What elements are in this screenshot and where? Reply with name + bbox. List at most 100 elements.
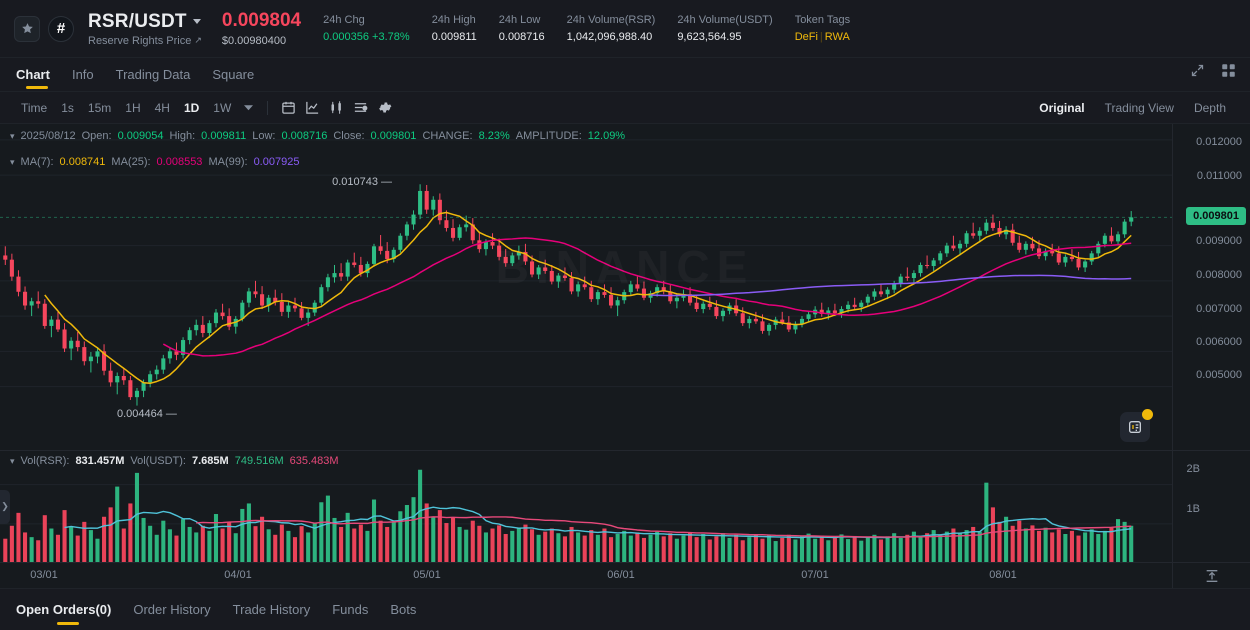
pair-subtitle-text: Reserve Rights Price bbox=[88, 34, 192, 47]
chevron-down-icon[interactable] bbox=[244, 103, 254, 112]
tab-chart[interactable]: Chart bbox=[14, 67, 61, 91]
stat-24h-volume-base: 24h Volume(RSR) 1,042,096,988.40 bbox=[567, 14, 656, 43]
pair-subtitle[interactable]: Reserve Rights Price ↗ bbox=[88, 35, 202, 47]
main-tab-bar: Chart Info Trading Data Square bbox=[0, 58, 1250, 92]
collapse-volume-icon[interactable]: ▾ bbox=[10, 455, 15, 466]
ohlc-date: 2025/08/12 bbox=[20, 130, 76, 142]
coin-hash-icon: # bbox=[48, 15, 74, 42]
timeframe-1h[interactable]: 1H bbox=[125, 100, 141, 115]
price-tick: 0.011000 bbox=[1196, 170, 1242, 182]
volume-chart-canvas[interactable] bbox=[0, 451, 1250, 563]
time-axis[interactable]: 03/01 04/01 05/01 06/01 07/01 08/01 bbox=[0, 562, 1250, 588]
price-tick: 0.008000 bbox=[1196, 269, 1242, 281]
tab-info[interactable]: Info bbox=[71, 67, 94, 82]
pair-symbol[interactable]: RSR/USDT bbox=[88, 10, 187, 32]
close-label: Close: bbox=[333, 130, 365, 142]
pair-block: RSR/USDT Reserve Rights Price ↗ bbox=[88, 11, 202, 47]
expand-icon[interactable] bbox=[1190, 63, 1205, 83]
pair-dropdown-caret-icon[interactable] bbox=[192, 19, 201, 24]
token-tag-defi[interactable]: DeFi bbox=[794, 31, 818, 43]
stat-24h-high: 24h High 0.009811 bbox=[432, 14, 477, 43]
collapse-ohlc-icon[interactable]: ▾ bbox=[10, 130, 15, 141]
timeframe-1d[interactable]: 1D bbox=[183, 100, 200, 115]
timeframe-15m[interactable]: 15m bbox=[87, 100, 112, 115]
calendar-icon[interactable] bbox=[276, 97, 300, 119]
ma25-value: 0.008553 bbox=[156, 156, 203, 168]
amplitude-value: 12.09% bbox=[587, 130, 626, 142]
ma7-label: MA(7): bbox=[20, 156, 54, 168]
timeframe-1w[interactable]: 1W bbox=[213, 100, 232, 115]
stat-label: 24h High bbox=[431, 14, 476, 26]
stat-label: 24h Volume(USDT) bbox=[677, 14, 773, 26]
period-high-marker: 0.010743 — bbox=[332, 176, 393, 189]
main-tabs-actions bbox=[1190, 63, 1236, 91]
stat-24h-chg: 24h Chg 0.000356 +3.78% bbox=[323, 14, 410, 43]
change-label: CHANGE: bbox=[422, 130, 473, 142]
vol-rsr-label: Vol(RSR): bbox=[20, 455, 70, 467]
tab-trade-history[interactable]: Trade History bbox=[232, 602, 311, 617]
time-tick: 07/01 bbox=[801, 569, 829, 581]
tab-bots[interactable]: Bots bbox=[390, 602, 417, 617]
price-tick: 0.006000 bbox=[1196, 336, 1242, 348]
volume-axis: 2B 1B bbox=[1172, 451, 1250, 562]
stat-label: 24h Low bbox=[498, 14, 541, 26]
tab-funds[interactable]: Funds bbox=[332, 602, 369, 617]
settings-list-icon[interactable] bbox=[348, 97, 372, 119]
view-mode-depth[interactable]: Depth bbox=[1193, 100, 1226, 115]
time-label[interactable]: Time bbox=[21, 100, 48, 115]
tab-trading-data[interactable]: Trading Data bbox=[115, 67, 191, 82]
grid-layout-icon[interactable] bbox=[1221, 63, 1236, 83]
ma7-value: 0.008741 bbox=[59, 156, 106, 168]
vol-rsr-value: 831.457M bbox=[75, 455, 125, 467]
candle-type-icon[interactable] bbox=[324, 97, 348, 119]
current-price-badge: 0.009801 bbox=[1186, 207, 1246, 225]
period-high-value: 0.010743 bbox=[332, 176, 378, 189]
vol-usdt-label: Vol(USDT): bbox=[130, 455, 186, 467]
chart-toolbar: Time 1s 15m 1H 4H 1D 1W Original Trading… bbox=[0, 92, 1250, 124]
price-tick: 0.007000 bbox=[1196, 303, 1242, 315]
ma25-label: MA(25): bbox=[111, 156, 151, 168]
period-low-marker: 0.004464 — bbox=[116, 407, 177, 420]
token-tag-rwa[interactable]: RWA bbox=[824, 31, 850, 43]
reset-chart-icon[interactable] bbox=[1172, 563, 1250, 588]
high-value: 0.009811 bbox=[201, 130, 247, 142]
ma99-label: MA(99): bbox=[208, 156, 248, 168]
last-price-block: 0.009804 $0.00980400 bbox=[222, 10, 301, 47]
view-mode-trading-view[interactable]: Trading View bbox=[1104, 100, 1174, 115]
toolbar-divider bbox=[267, 100, 269, 115]
price-chart-canvas[interactable] bbox=[0, 124, 1250, 413]
collapse-ma-icon[interactable]: ▾ bbox=[10, 156, 15, 167]
stat-24h-volume-quote: 24h Volume(USDT) 9,623,564.95 bbox=[677, 14, 772, 43]
ma99-value: 0.007925 bbox=[253, 156, 300, 168]
close-value: 0.009801 bbox=[370, 130, 417, 142]
indicator-chart-icon[interactable] bbox=[300, 97, 324, 119]
ma-legend: ▾ MA(7): 0.008741 MA(25): 0.008553 MA(99… bbox=[10, 156, 299, 168]
announcement-icon[interactable] bbox=[1120, 409, 1153, 442]
external-link-icon: ↗ bbox=[194, 35, 202, 45]
stat-value: 0.008716 bbox=[498, 31, 545, 43]
time-tick: 05/01 bbox=[413, 569, 441, 581]
vol-usdt-value: 7.685M bbox=[192, 455, 229, 467]
amplitude-label: AMPLITUDE: bbox=[515, 130, 582, 142]
price-axis[interactable]: 0.012000 0.011000 0.009801 0.009000 0.00… bbox=[1172, 124, 1250, 450]
timeframe-4h[interactable]: 4H bbox=[154, 100, 170, 115]
volume-legend: ▾ Vol(RSR): 831.457M Vol(USDT): 7.685M 7… bbox=[10, 455, 339, 467]
vol-ma1-value: 749.516M bbox=[234, 455, 284, 467]
volume-chart-panel[interactable]: ▾ Vol(RSR): 831.457M Vol(USDT): 7.685M 7… bbox=[0, 450, 1250, 563]
tab-square[interactable]: Square bbox=[212, 67, 255, 82]
view-mode-group: Original Trading View Depth bbox=[1029, 98, 1236, 118]
stat-label: 24h Volume(RSR) bbox=[566, 14, 656, 26]
timeframe-1s[interactable]: 1s bbox=[61, 100, 74, 115]
gear-icon[interactable] bbox=[372, 97, 396, 119]
tab-open-orders[interactable]: Open Orders(0) bbox=[14, 589, 122, 630]
volume-tick: 1B bbox=[1186, 503, 1200, 515]
stat-value: 0.000356 +3.78% bbox=[323, 31, 410, 43]
panel-collapse-handle[interactable]: ❯ bbox=[0, 489, 10, 524]
price-chart-panel[interactable]: BINANCE ▾ 2025/08/12 Open: 0.009054 High… bbox=[0, 124, 1250, 450]
view-mode-original[interactable]: Original bbox=[1039, 100, 1085, 115]
orders-tab-bar: Open Orders(0) Order History Trade Histo… bbox=[0, 588, 1250, 630]
tab-order-history[interactable]: Order History bbox=[133, 602, 211, 617]
volume-tick: 2B bbox=[1186, 463, 1200, 475]
favorite-star-icon[interactable] bbox=[14, 15, 40, 42]
open-value: 0.009054 bbox=[117, 130, 164, 142]
